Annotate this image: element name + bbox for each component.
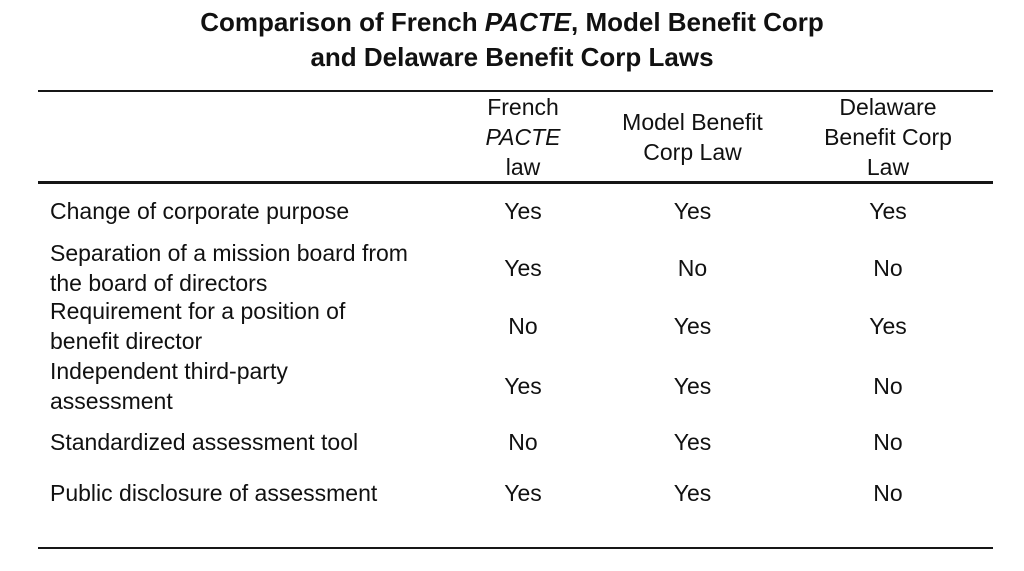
cell-delaware: No <box>873 479 903 506</box>
title-text-suffix: , Model Benefit Corp <box>571 7 824 37</box>
cell-delaware: Yes <box>869 197 907 224</box>
figure-title: Comparison of French PACTE, Model Benefi… <box>0 5 1024 75</box>
row-label: Change of corporate purpose <box>50 198 350 224</box>
cell-french: Yes <box>504 479 542 506</box>
cell-delaware: No <box>873 372 903 399</box>
header-french-line3: law <box>505 154 541 180</box>
table-row: Public disclosure of assessment Yes Yes … <box>38 468 993 518</box>
figure-title-line2: and Delaware Benefit Corp Laws <box>310 42 714 72</box>
table-bottom-rule <box>38 547 993 549</box>
header-delaware-line2: Benefit Corp <box>824 124 952 150</box>
title-text: Comparison of French <box>200 7 485 37</box>
cell-model: Yes <box>673 428 712 455</box>
table-header-row: French PACTE law Model Benefit Corp Law … <box>38 92 993 184</box>
cell-model: Yes <box>673 372 712 399</box>
cell-model: Yes <box>673 197 712 224</box>
header-model-benefit: Model Benefit Corp Law <box>602 107 783 167</box>
header-french-line1: French <box>487 94 559 120</box>
cell-model: No <box>677 254 708 281</box>
cell-delaware: No <box>873 254 903 281</box>
cell-model: Yes <box>673 479 712 506</box>
cell-french: Yes <box>504 197 542 224</box>
header-model-line2: Corp Law <box>643 139 742 165</box>
cell-french: Yes <box>504 254 542 281</box>
header-french-line2: PACTE <box>485 124 561 150</box>
row-label: Standardized assessment tool <box>50 429 359 455</box>
cell-french: No <box>508 312 538 339</box>
table-bottom-spacer <box>38 518 993 547</box>
row-label: Requirement for a position of benefit di… <box>50 298 346 354</box>
cell-model: Yes <box>673 312 712 339</box>
table-top-rule <box>38 90 993 92</box>
comparison-table: French PACTE law Model Benefit Corp Law … <box>38 90 993 549</box>
cell-delaware: No <box>873 428 903 455</box>
table-row: Requirement for a position of benefit di… <box>38 296 993 356</box>
header-delaware: Delaware Benefit Corp Law <box>783 92 993 182</box>
row-label: Public disclosure of assessment <box>50 480 378 506</box>
cell-french: Yes <box>504 372 542 399</box>
figure-title-line1: Comparison of French PACTE, Model Benefi… <box>0 5 1024 40</box>
table-row: Independent third-party assessment Yes Y… <box>38 356 993 416</box>
table-row: Change of corporate purpose Yes Yes Yes <box>38 184 993 238</box>
header-delaware-line3: Law <box>866 154 910 180</box>
table-row: Standardized assessment tool No Yes No <box>38 416 993 468</box>
header-model-line1: Model Benefit <box>622 109 763 135</box>
title-pacte-italic: PACTE <box>484 7 571 37</box>
header-french-pacte: French PACTE law <box>444 92 602 182</box>
table-row: Separation of a mission board from the b… <box>38 238 993 296</box>
cell-delaware: Yes <box>869 312 907 339</box>
row-label: Separation of a mission board from the b… <box>50 240 408 296</box>
cell-french: No <box>508 428 538 455</box>
header-delaware-line1: Delaware <box>839 94 937 120</box>
row-label: Independent third-party assessment <box>50 358 288 414</box>
